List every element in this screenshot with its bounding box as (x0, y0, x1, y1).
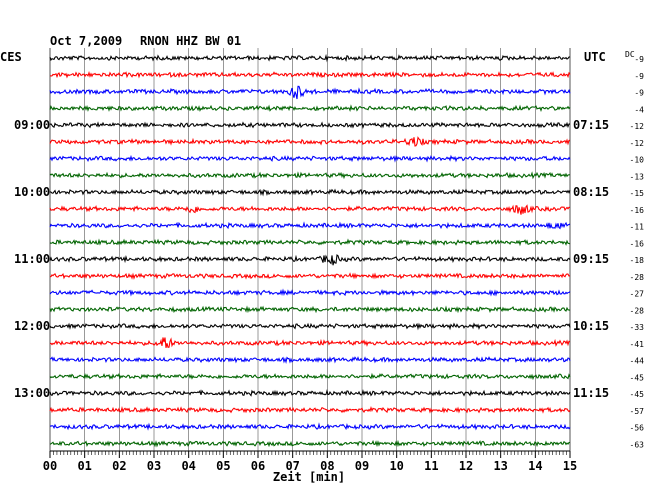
dc-offset-label: -57 (630, 407, 645, 416)
x-axis-label: Zeit [min] (273, 470, 345, 484)
trace-line (49, 204, 571, 215)
x-tick-label: 10 (389, 459, 403, 473)
left-time-label: 11:00 (14, 252, 50, 266)
trace-line (49, 70, 571, 79)
seismic-traces (49, 53, 571, 448)
right-time-label: 11:15 (573, 386, 609, 400)
left-time-label: 13:00 (14, 386, 50, 400)
dc-offset-label: -41 (630, 340, 645, 349)
trace-line (49, 254, 571, 266)
trace-line (49, 388, 571, 397)
dc-offset-label: -15 (630, 189, 645, 198)
time-grid (49, 48, 571, 451)
x-axis: 00 01 02 03 04 05 06 07 08 09 10 11 12 13 14 15 (43, 450, 577, 473)
dc-offset-label: -4 (634, 105, 644, 114)
trace-line (49, 53, 571, 63)
x-tick-label: 09 (355, 459, 369, 473)
trace-line (49, 272, 571, 280)
x-tick-label: 13 (493, 459, 507, 473)
dc-offset-label: -33 (630, 323, 645, 332)
dc-offset-labels: -9 -9 -9 -4 -12 -12 -10 -13 -15 -16 -11 -16 -18 -28 -2… (630, 55, 645, 449)
trace-line (49, 305, 571, 314)
dc-offset-label: -12 (630, 139, 645, 148)
dc-offset-label: -18 (630, 256, 645, 265)
right-timezone-label: UTC (584, 50, 606, 64)
dc-offset-label: -10 (630, 156, 645, 165)
dc-offset-label: -28 (630, 306, 645, 315)
dc-header-label: DC (625, 50, 635, 59)
dc-offset-label: -9 (634, 55, 644, 64)
x-tick-label: 14 (528, 459, 542, 473)
dc-offset-label: -9 (634, 89, 644, 98)
x-tick-label: 05 (216, 459, 230, 473)
trace-line (49, 372, 571, 381)
time-labels: 09:00 10:00 11:00 12:00 13:00 07:15 08:15 09:15… (14, 118, 609, 400)
trace-line (49, 85, 571, 100)
x-tick-label: 03 (147, 459, 161, 473)
trace-line (49, 104, 571, 112)
dc-offset-label: -63 (630, 440, 645, 449)
dc-offset-label: -9 (634, 72, 644, 81)
left-time-label: 12:00 (14, 319, 50, 333)
dc-offset-label: -16 (630, 239, 645, 248)
trace-line (49, 356, 571, 365)
dc-offset-label: -11 (630, 223, 645, 232)
x-tick-label: 11 (424, 459, 438, 473)
dc-offset-label: -13 (630, 172, 645, 181)
left-time-label: 09:00 (14, 118, 50, 132)
left-timezone-label: CES (0, 50, 22, 64)
x-tick-label: 02 (112, 459, 126, 473)
right-time-label: 07:15 (573, 118, 609, 132)
dc-offset-label: -44 (630, 357, 645, 366)
x-tick-label: 07 (285, 459, 299, 473)
trace-line (49, 238, 571, 247)
trace-line (49, 322, 571, 331)
dc-offset-label: -16 (630, 206, 645, 215)
x-tick-label: 04 (181, 459, 195, 473)
x-tick-label: 12 (459, 459, 473, 473)
dc-offset-label: -56 (630, 424, 645, 433)
trace-line (49, 439, 571, 448)
dc-offset-label: -28 (630, 273, 645, 282)
trace-line (49, 121, 571, 130)
trace-line (49, 288, 571, 297)
x-tick-label: 08 (320, 459, 334, 473)
x-tick-label: 00 (43, 459, 57, 473)
dc-offset-label: -27 (630, 290, 645, 299)
trace-line (49, 154, 571, 163)
x-tick-label: 06 (251, 459, 265, 473)
right-time-label: 10:15 (573, 319, 609, 333)
trace-line (49, 422, 571, 431)
trace-line (49, 171, 571, 180)
x-tick-label: 15 (563, 459, 577, 473)
trace-line (49, 188, 571, 197)
trace-line (49, 221, 571, 230)
trace-line (49, 337, 571, 348)
right-time-label: 09:15 (573, 252, 609, 266)
right-time-label: 08:15 (573, 185, 609, 199)
dc-offset-label: -12 (630, 122, 645, 131)
trace-line (49, 405, 571, 414)
chart-date: Oct 7,2009 (50, 34, 122, 48)
chart-station: RNON HHZ BW 01 (140, 34, 241, 48)
left-time-label: 10:00 (14, 185, 50, 199)
dc-offset-label: -45 (630, 373, 645, 382)
x-tick-label: 01 (77, 459, 91, 473)
trace-line (49, 136, 571, 147)
dc-offset-label: -45 (630, 390, 645, 399)
